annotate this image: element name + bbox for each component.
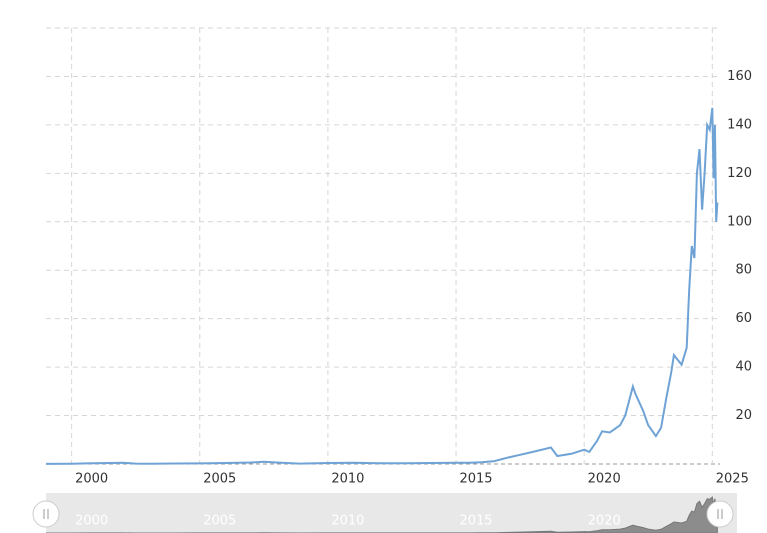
y-tick-label: 80 [735,263,752,278]
y-tick-label: 100 [727,214,752,229]
navigator-handle[interactable] [32,500,60,528]
y-tick-label: 140 [727,117,752,132]
y-tick-label: 120 [727,166,752,181]
navigator-tick-label: 2020 [588,514,621,529]
navigator-handle[interactable] [706,500,734,528]
x-tick-label: 2000 [75,472,108,487]
x-tick-label: 2010 [331,472,364,487]
x-tick-label: 2005 [203,472,236,487]
x-tick-label: 2015 [459,472,492,487]
x-tick-label: 2025 [716,472,749,487]
y-tick-label: 40 [735,360,752,375]
x-tick-label: 2020 [588,472,621,487]
y-tick-label: 20 [735,408,752,423]
navigator-tick-label: 2015 [459,514,492,529]
navigator-tick-label: 2010 [331,514,364,529]
y-tick-label: 160 [727,69,752,84]
navigator-tick-label: 2005 [203,514,236,529]
navigator[interactable] [46,493,737,533]
price-line [45,107,719,465]
navigator-tick-label: 2000 [75,514,108,529]
y-tick-label: 60 [735,311,752,326]
